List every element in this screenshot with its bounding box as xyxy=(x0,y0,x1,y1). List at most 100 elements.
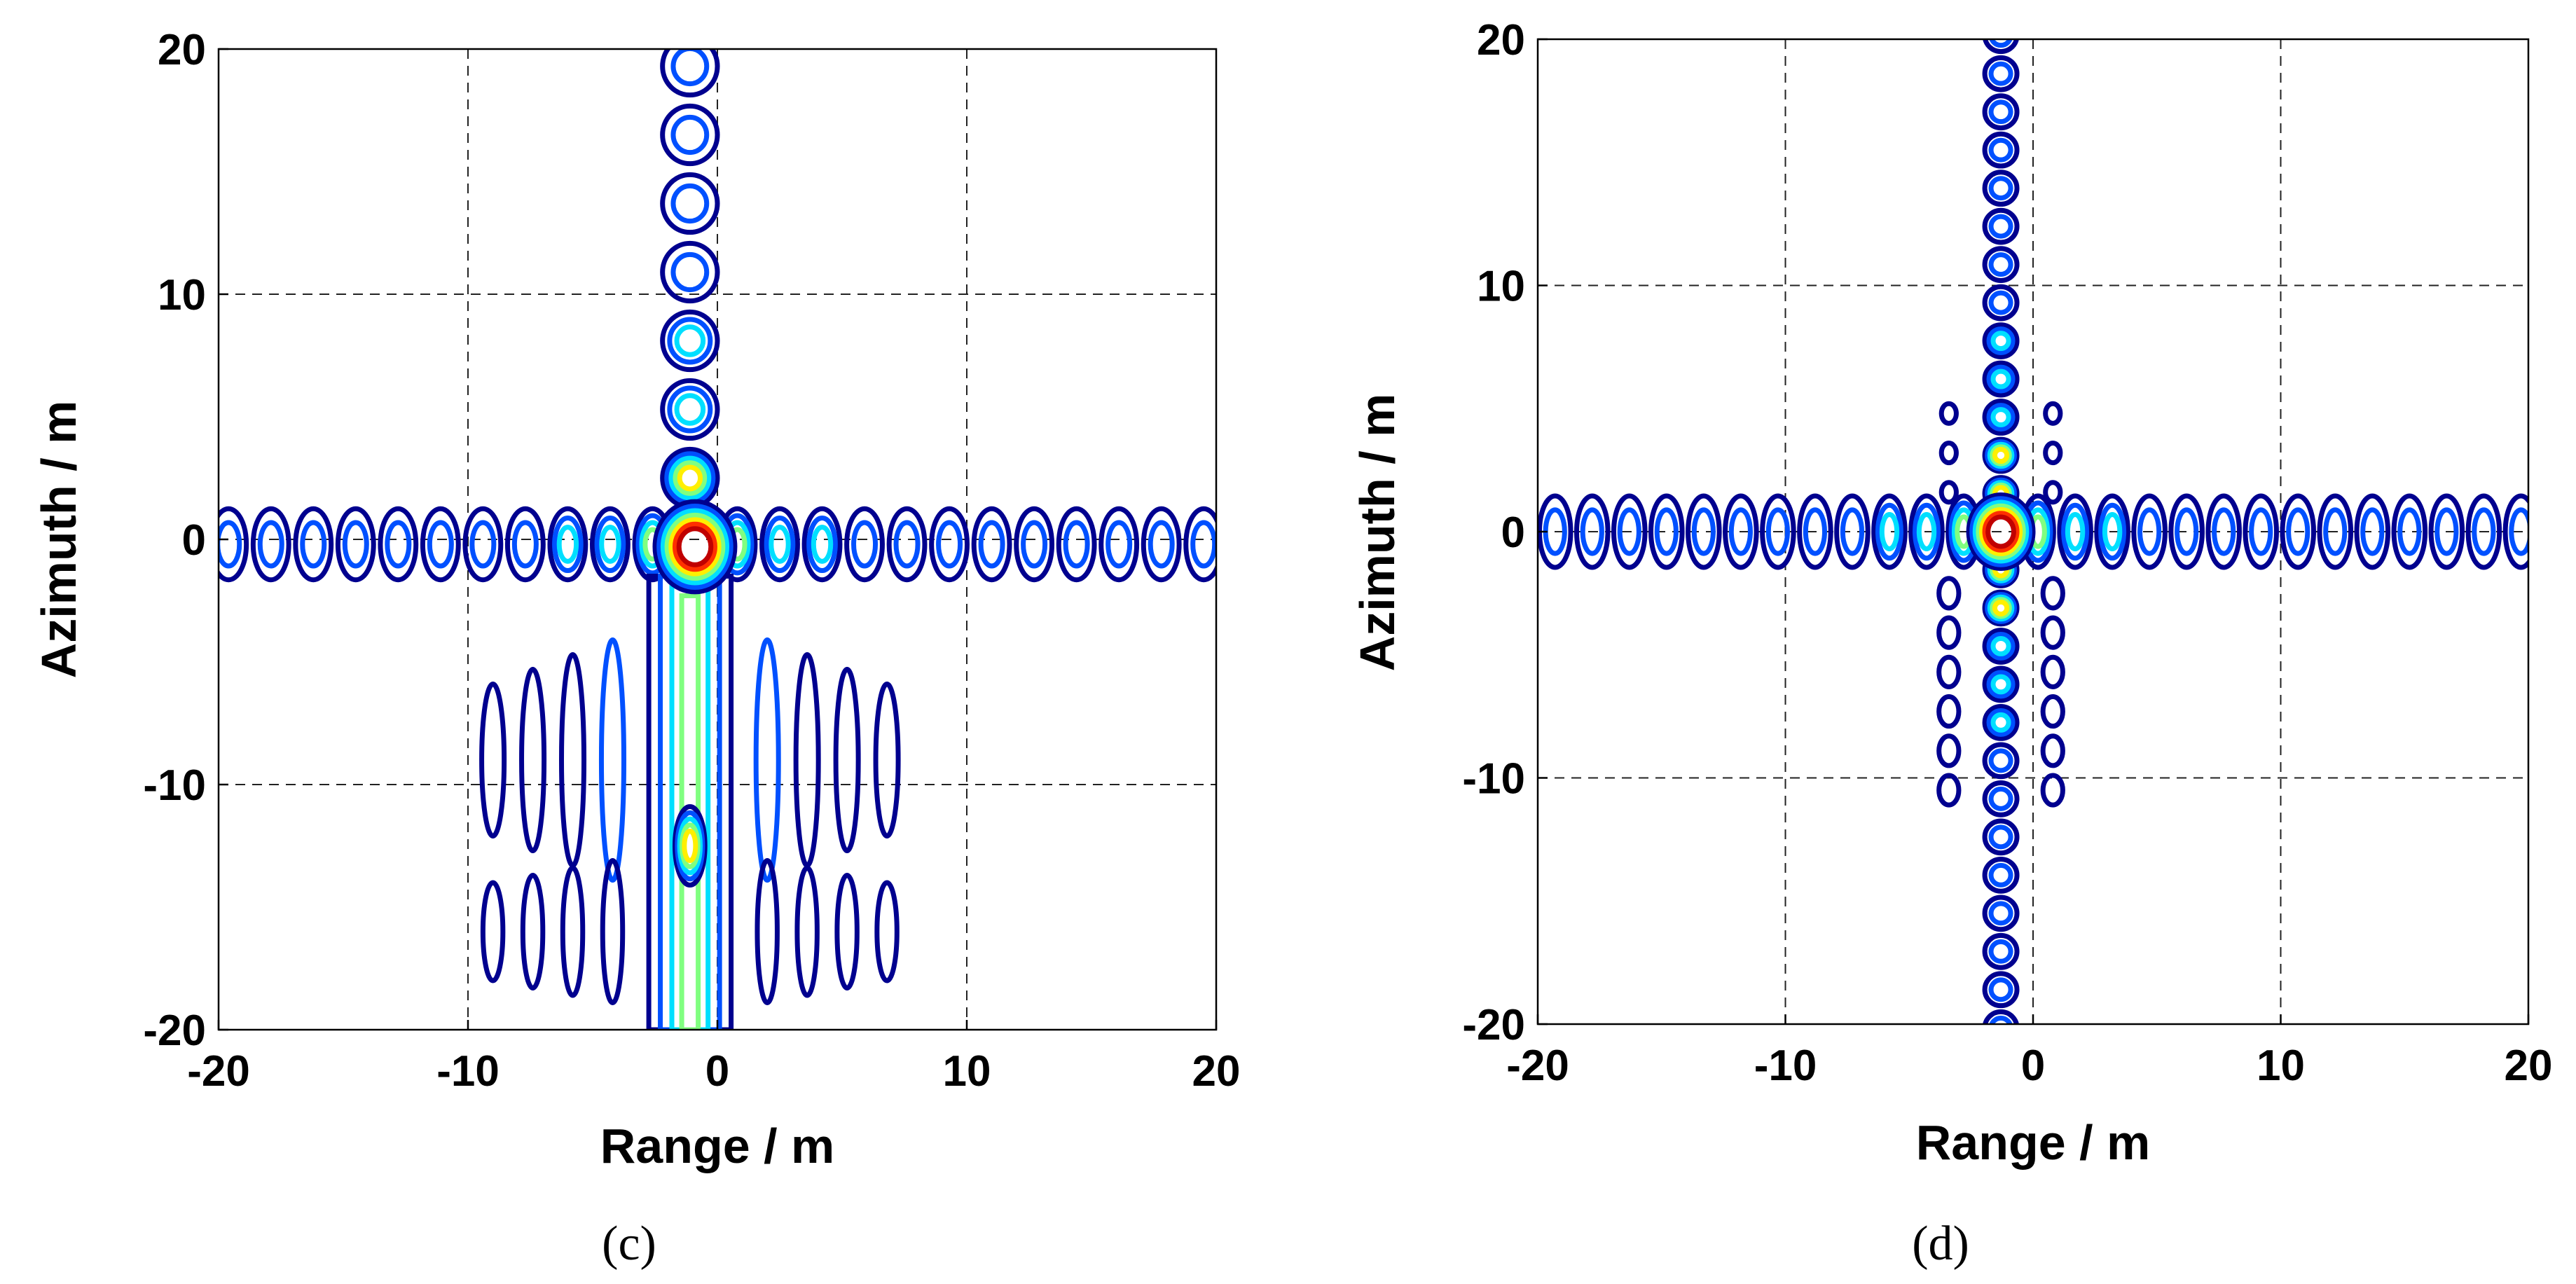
range-sidelobe-c xyxy=(378,506,419,583)
azimuth-sidelobe-d xyxy=(1988,61,2013,86)
azimuth-sidelobe-c xyxy=(660,172,720,235)
azimuth-sidelobe-d xyxy=(1986,403,2016,432)
azimuth-flank-lobe-d xyxy=(1938,480,1959,505)
x-tick-label-d: -20 xyxy=(1506,1042,1569,1090)
azimuth-sidelobe-d xyxy=(1988,252,2013,277)
range-sidelobe-d xyxy=(2249,507,2273,556)
panel-caption-d: (d) xyxy=(1912,1217,1969,1271)
azimuth-flank-lobe-d xyxy=(2040,615,2065,650)
range-sidelobe-d xyxy=(1797,493,1833,570)
range-sidelobe-c xyxy=(978,520,1005,569)
range-sidelobe-d xyxy=(2212,507,2236,556)
x-tick-label-d: -10 xyxy=(1754,1042,1817,1090)
range-sidelobe-c xyxy=(811,525,834,564)
range-sidelobe-c xyxy=(1190,520,1216,569)
range-sidelobe-d xyxy=(2098,502,2127,561)
azimuth-sidelobe-d xyxy=(1986,632,2016,661)
azimuth-sidelobe-d xyxy=(1982,818,2020,856)
azimuth-sidelobe-d xyxy=(1982,93,2020,131)
azimuth-sidelobe-d xyxy=(1988,176,2013,201)
range-sidelobe-d xyxy=(2065,512,2086,551)
azimuth-sidelobe-d xyxy=(1982,360,2020,398)
azimuth-flank-lobe-d xyxy=(2040,576,2065,611)
y-tick-label-d: 0 xyxy=(1501,509,1525,557)
azimuth-sidelobe-d xyxy=(1988,214,2013,239)
range-sidelobe-c xyxy=(769,525,791,564)
azimuth-flank-lobe-c xyxy=(794,865,820,998)
main-lobe-d xyxy=(1982,511,2020,553)
azimuth-flank-lobe-d xyxy=(1936,654,1962,689)
range-sidelobe-d xyxy=(2131,493,2168,570)
azimuth-sidelobe-d xyxy=(1986,707,2016,737)
range-sidelobe-c xyxy=(764,515,796,574)
azimuth-flank-lobe-c xyxy=(755,858,780,1005)
range-sidelobe-d xyxy=(1760,493,1796,570)
range-sidelobe-c xyxy=(936,520,963,569)
azimuth-sidelobe-d xyxy=(1990,597,2012,619)
x-tick-label-c: 0 xyxy=(705,1047,729,1096)
azimuth-sidelobe-d xyxy=(1982,856,2020,894)
x-tick-label-c: -20 xyxy=(187,1047,250,1096)
range-sidelobe-d xyxy=(1908,493,1945,570)
contours-d xyxy=(1538,39,2528,1024)
range-sidelobe-d xyxy=(1879,512,1900,551)
main-lobe-c xyxy=(664,512,726,581)
azimuth-sidelobe-d xyxy=(1982,131,2020,169)
range-sidelobe-c xyxy=(1021,520,1048,569)
range-sidelobe-d xyxy=(2061,502,2090,561)
main-lobe-c xyxy=(656,504,733,590)
range-sidelobe-c xyxy=(1063,520,1090,569)
x-tick-label-c: -10 xyxy=(436,1047,500,1096)
azimuth-sidelobe-c xyxy=(660,240,720,304)
azimuth-flank-lobe-c xyxy=(600,858,626,1005)
azimuth-sidelobe-d xyxy=(1982,55,2020,92)
azimuth-sidelobe-d xyxy=(1982,780,2020,817)
main-lobe-d xyxy=(1978,506,2023,557)
main-lobe-c xyxy=(660,508,730,586)
azimuth-sidelobe-d xyxy=(1988,977,2013,1002)
range-sidelobe-d xyxy=(1691,507,1716,556)
azimuth-sidelobe-d xyxy=(1982,436,2020,474)
range-sidelobe-d xyxy=(2094,493,2130,570)
x-tick-label-d: 20 xyxy=(2505,1042,2553,1090)
range-sidelobe-d xyxy=(1654,507,1679,556)
range-sidelobe-c xyxy=(929,506,970,583)
range-sidelobe-c xyxy=(300,520,327,569)
main-lobe-c xyxy=(652,499,738,595)
azimuth-flank-lobe-d xyxy=(2040,654,2065,689)
y-tick-label-d: 20 xyxy=(1477,16,1525,64)
range-sidelobe-d xyxy=(2397,507,2422,556)
azimuth-sidelobe-d xyxy=(1982,246,2020,284)
azimuth-flank-lobe-c xyxy=(874,880,900,983)
azimuth-sidelobe-d xyxy=(1982,895,2020,932)
azimuth-sidelobe-d xyxy=(1985,439,2017,471)
range-sidelobe-d xyxy=(2323,507,2348,556)
y-tick-label-c: -20 xyxy=(143,1007,206,1055)
range-sidelobe-d xyxy=(2434,507,2459,556)
x-tick-label-d: 10 xyxy=(2257,1042,2305,1090)
range-sidelobe-d xyxy=(2428,493,2465,570)
range-sidelobe-c xyxy=(504,506,546,583)
azimuth-flank-lobe-d xyxy=(2040,694,2065,729)
range-sidelobe-c xyxy=(1141,506,1182,583)
main-lobe-d xyxy=(1969,496,2032,567)
azimuth-flank-lobe-d xyxy=(2040,733,2065,768)
range-sidelobe-d xyxy=(2391,493,2428,570)
range-sidelobe-d xyxy=(2354,493,2391,570)
range-sidelobe-d xyxy=(2102,512,2123,551)
main-lobe-c xyxy=(672,521,717,572)
range-sidelobe-c xyxy=(511,520,539,569)
range-sidelobe-d xyxy=(1834,493,1871,570)
x-tick-label-d: 0 xyxy=(2021,1042,2045,1090)
azimuth-sidelobe-d xyxy=(1988,901,2013,926)
range-sidelobe-d xyxy=(1573,493,1611,570)
range-sidelobe-c xyxy=(342,520,369,569)
range-sidelobe-d xyxy=(2317,493,2354,570)
range-sidelobe-d xyxy=(2137,507,2162,556)
range-sidelobe-c xyxy=(385,520,412,569)
range-sidelobe-c xyxy=(594,515,626,574)
y-tick-label-c: 10 xyxy=(158,271,206,319)
ticks-d: -20 -10 0 10 20 -20 -10 0 10 20 xyxy=(1462,16,2552,1090)
azimuth-sidelobe-d xyxy=(1982,207,2020,245)
range-sidelobe-c xyxy=(257,520,284,569)
